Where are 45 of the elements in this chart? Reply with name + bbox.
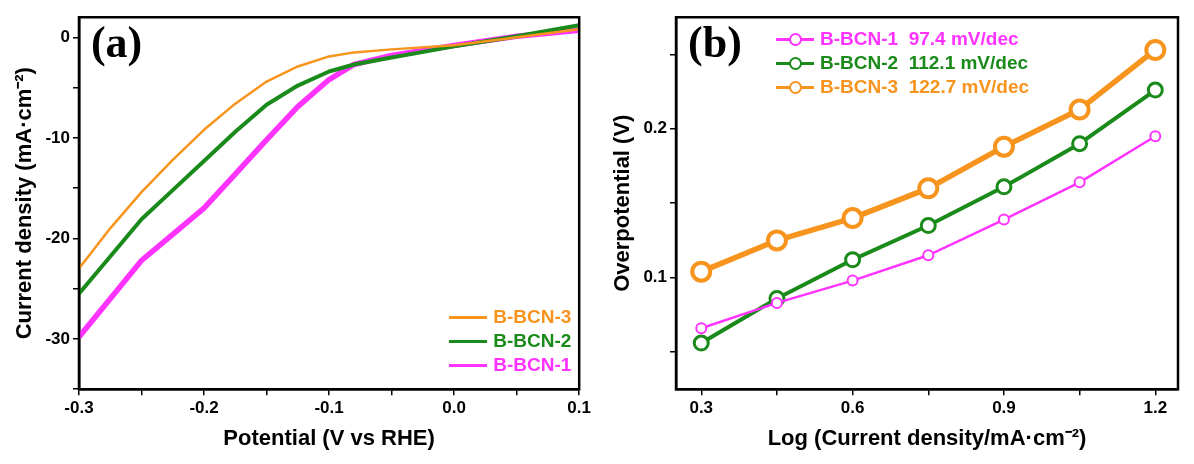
point [922,249,935,262]
point [1068,98,1091,121]
point [765,229,788,252]
point [1144,38,1167,61]
point [1146,81,1164,99]
point [841,207,864,230]
legend-label: B-BCN-1 97.4 mV/dec [820,28,1019,51]
point [690,260,713,283]
point [919,217,937,235]
y-tick-label: -20 [45,228,70,248]
x-tick-label: 0.3 [689,398,714,418]
x-tick-label: 0.9 [992,398,1016,418]
point [1149,130,1162,143]
x-axis-title: Potential (V vs RHE) [223,424,435,450]
y-tick-label: -30 [45,328,70,348]
y-axis-title: Current density (mA·cm⁻²) [11,67,37,340]
point [1073,176,1086,189]
x-tick-label: 0.0 [442,398,466,418]
annotation: (a) [90,17,143,67]
point [846,274,859,287]
legend-label: B-BCN-3 122.7 mV/dec [820,76,1030,99]
point [1071,135,1089,153]
point [695,322,708,335]
point [992,135,1015,158]
x-tick-label: -0.2 [189,398,219,418]
point [997,213,1010,226]
point [917,177,940,200]
x-axis-title: Log (Current density/mA·cm⁻²) [767,424,1087,450]
x-tick-label: -0.1 [314,398,344,418]
legend-label: B-BCN-1 [493,354,572,377]
y-tick-label: 0.2 [643,118,668,138]
annotation: (b) [688,17,742,67]
y-axis-title: Overpotential (V) [609,114,635,292]
x-tick-label: 0.1 [567,398,591,418]
point [844,251,862,269]
point [995,178,1013,196]
x-tick-label: 1.2 [1143,398,1168,418]
y-tick-label: 0 [60,27,70,46]
x-tick-label: 0.6 [840,398,865,418]
y-tick-label: -10 [45,127,70,147]
x-tick-label: -0.3 [64,398,94,418]
legend-label: B-BCN-2 112.1 mV/dec [820,52,1029,75]
legend-label: B-BCN-3 [493,306,572,329]
legend-label: B-BCN-2 [493,330,572,353]
point [692,334,710,352]
